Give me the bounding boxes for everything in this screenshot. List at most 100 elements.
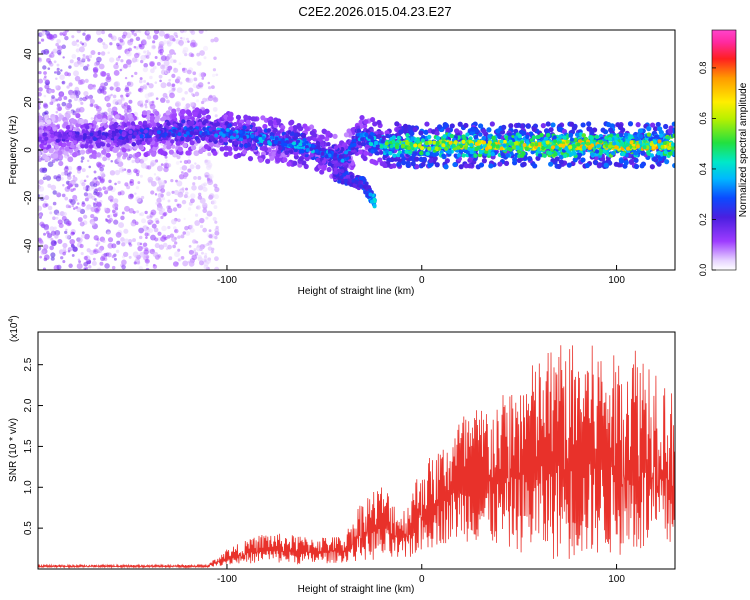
band-body-cell	[530, 149, 535, 155]
noise-cell	[85, 55, 90, 60]
noise-cell	[126, 50, 132, 57]
noise-cell	[213, 37, 219, 43]
noise-cell	[93, 235, 99, 241]
noise-cell	[212, 68, 217, 72]
noise-cell	[194, 91, 200, 97]
band-halo-cell	[605, 122, 612, 128]
band-halo-cell	[525, 123, 531, 129]
noise-cell	[121, 259, 127, 266]
noise-cell	[84, 197, 89, 202]
noise-cell	[153, 173, 157, 176]
band-body-cell	[52, 126, 57, 132]
noise-cell	[168, 256, 173, 261]
band-body-cell	[340, 146, 345, 152]
band-halo-cell	[454, 128, 460, 134]
noise-cell	[86, 248, 91, 253]
noise-cell	[136, 210, 140, 214]
noise-cell	[38, 238, 44, 244]
noise-cell	[135, 46, 139, 50]
band-halo-cell	[171, 113, 177, 119]
noise-cell	[113, 70, 120, 76]
noise-cell	[44, 75, 47, 79]
band-body-cell	[473, 153, 478, 158]
noise-cell	[193, 248, 197, 251]
band-halo-cell	[373, 160, 379, 166]
band-body-cell	[649, 153, 655, 158]
band-halo-cell	[95, 152, 102, 158]
noise-cell	[150, 220, 154, 224]
noise-cell	[123, 238, 130, 244]
noise-cell	[176, 76, 181, 81]
noise-cell	[183, 159, 188, 165]
noise-cell	[76, 30, 81, 34]
band-body-cell	[545, 132, 551, 138]
noise-cell	[44, 254, 50, 261]
band-halo-cell	[38, 121, 44, 127]
noise-cell	[61, 171, 65, 176]
band-core-cell	[482, 143, 487, 148]
noise-cell	[162, 92, 168, 98]
noise-cell	[127, 168, 132, 173]
band-body-cell	[364, 144, 370, 149]
noise-cell	[73, 70, 79, 77]
noise-cell	[139, 77, 143, 81]
noise-cell	[61, 80, 66, 85]
band-halo-cell	[372, 121, 378, 127]
band-body-cell	[525, 134, 530, 140]
noise-cell	[43, 244, 49, 250]
band-halo-cell	[420, 161, 426, 168]
noise-cell	[164, 70, 169, 75]
noise-cell	[44, 195, 50, 201]
noise-cell	[76, 39, 80, 43]
band-body-cell	[607, 136, 613, 142]
noise-cell	[146, 35, 152, 40]
band-halo-cell	[321, 128, 327, 134]
band-halo-cell	[628, 158, 635, 165]
noise-cell	[207, 240, 213, 246]
noise-cell	[155, 97, 159, 100]
noise-cell	[108, 179, 112, 184]
band-body-cell	[633, 151, 639, 156]
noise-cell	[130, 30, 135, 33]
noise-cell	[184, 40, 187, 44]
band-halo-cell	[152, 146, 158, 152]
noise-cell	[160, 215, 164, 220]
noise-cell	[171, 73, 176, 78]
noise-cell	[159, 52, 163, 56]
band-halo-cell	[458, 164, 464, 170]
noise-cell	[185, 187, 188, 191]
band-halo-cell	[149, 115, 156, 121]
noise-cell	[52, 190, 58, 195]
band-body-cell	[293, 147, 298, 153]
noise-cell	[104, 190, 109, 195]
noise-cell	[193, 175, 197, 180]
band-body-cell	[121, 140, 127, 145]
band-body-cell	[251, 126, 257, 131]
band-halo-cell	[627, 121, 634, 127]
band-body-cell	[381, 135, 386, 141]
noise-cell	[168, 35, 175, 41]
band-halo-cell	[369, 116, 376, 123]
band-body-cell	[233, 140, 238, 146]
noise-cell	[114, 81, 121, 88]
band-body-cell	[152, 122, 157, 127]
noise-cell	[139, 242, 143, 246]
band-halo-cell	[46, 119, 52, 125]
noise-cell	[204, 252, 208, 256]
noise-cell	[157, 192, 164, 199]
noise-cell	[210, 250, 214, 254]
noise-cell	[62, 251, 66, 256]
noise-cell	[40, 250, 46, 255]
noise-cell	[81, 57, 86, 62]
band-core-cell	[118, 135, 123, 140]
noise-cell	[115, 249, 120, 254]
band-halo-cell	[114, 114, 120, 120]
band-halo-cell	[639, 163, 645, 169]
noise-cell	[199, 143, 204, 148]
band-body-cell	[272, 128, 277, 134]
noise-cell	[201, 77, 205, 80]
noise-cell	[174, 228, 179, 234]
band-body-cell	[589, 135, 594, 141]
noise-cell	[55, 70, 59, 74]
band-halo-cell	[87, 147, 93, 153]
